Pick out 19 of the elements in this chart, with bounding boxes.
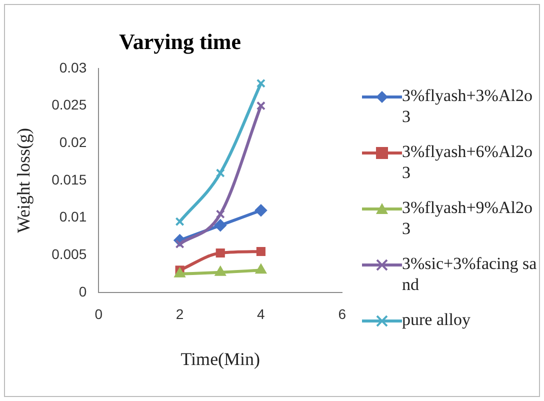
y-tick-label: 0.02 (59, 134, 87, 150)
x-axis-title: Time(Min) (180, 348, 260, 369)
y-tick-label: 0.015 (52, 171, 87, 188)
x-tick-label: 6 (338, 306, 346, 322)
x-tick-label: 4 (257, 306, 266, 322)
y-axis-title: Weight loss(g) (14, 128, 34, 234)
y-tick-label: 0.03 (59, 59, 87, 76)
y-tick-label: 0 (78, 283, 87, 300)
y-tick-label: 0.025 (52, 96, 87, 113)
legend-label: 3%flyash+6%Al2o3 (402, 141, 534, 183)
legend-label: 3%sic+3%facing sand (402, 253, 537, 295)
y-tick-label: 0.005 (52, 246, 87, 262)
x-tick-label: 2 (176, 306, 184, 322)
y-tick-label: 0.01 (59, 208, 87, 225)
legend-label: 3%flyash+9%Al2o3 (402, 197, 534, 239)
legend-label: pure alloy (402, 309, 470, 330)
chart-title: Varying time (118, 28, 242, 54)
legend-label: 3%flyash+3%Al2o3 (402, 85, 534, 127)
x-tick-label: 0 (94, 306, 103, 322)
